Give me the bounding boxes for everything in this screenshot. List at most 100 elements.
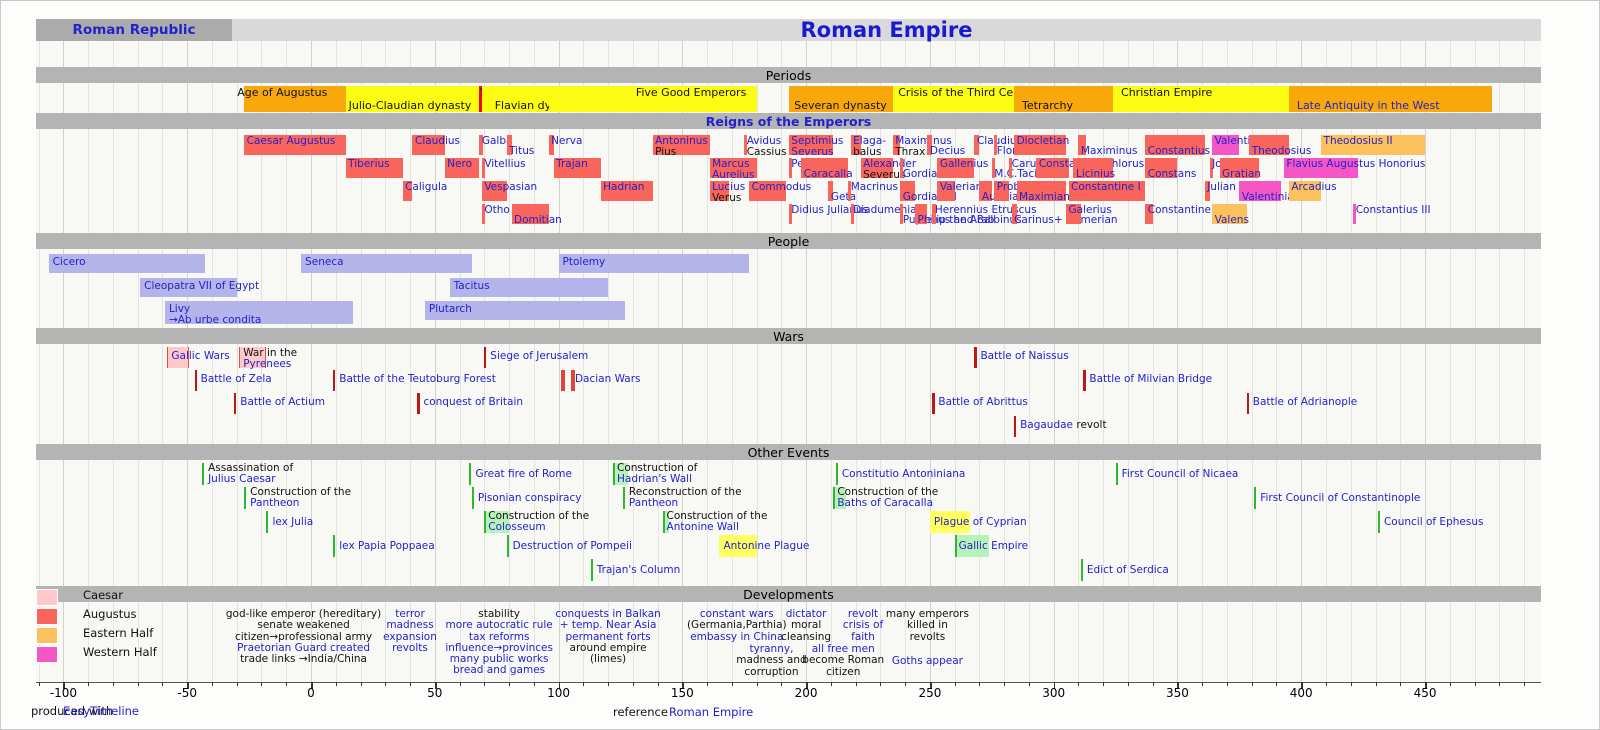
person-bar[interactable] bbox=[558, 254, 750, 273]
link-text[interactable]: Late Antiquity in the West bbox=[1296, 98, 1440, 112]
emperor-bar[interactable] bbox=[1014, 135, 1067, 155]
link-text[interactable]: Diadumenian bbox=[853, 203, 924, 216]
link-text[interactable]: dictator bbox=[785, 608, 827, 620]
link-text[interactable]: Seneca bbox=[305, 256, 344, 268]
emperor-bar[interactable] bbox=[1016, 181, 1067, 201]
link-text[interactable]: Plutarch bbox=[428, 303, 472, 315]
link-text[interactable]: expansion bbox=[383, 630, 437, 643]
link-text[interactable]: Valerian bbox=[939, 180, 983, 193]
period-bar[interactable] bbox=[1014, 86, 1114, 112]
link-text[interactable]: Constantine I bbox=[1071, 180, 1141, 193]
link-text[interactable]: →Ab urbe condita bbox=[168, 313, 262, 326]
link-text[interactable]: Livy bbox=[168, 303, 191, 315]
link-text[interactable]: Battle of the Teutoburg Forest bbox=[339, 373, 496, 385]
link-text[interactable]: Pyrenees bbox=[243, 358, 292, 371]
emperor-bar[interactable] bbox=[994, 181, 1010, 201]
link-text[interactable]: bread and games bbox=[453, 664, 546, 677]
link-text[interactable]: lex Papia Poppaea bbox=[339, 540, 435, 552]
link-text[interactable]: embassy in China bbox=[690, 630, 784, 643]
emperor-bar[interactable] bbox=[1145, 135, 1205, 155]
emperor-bar[interactable] bbox=[848, 181, 852, 201]
link-text[interactable]: Valentinian I bbox=[1214, 134, 1280, 147]
link-text[interactable]: Plague of Cyprian bbox=[933, 516, 1027, 528]
link-text[interactable]: Battle of Milvian Bridge bbox=[1089, 373, 1213, 385]
emperor-bar[interactable] bbox=[1066, 204, 1081, 224]
person-bar[interactable] bbox=[449, 278, 609, 297]
link-text[interactable]: revolt bbox=[847, 608, 879, 620]
link-text[interactable]: Goths appear bbox=[891, 655, 963, 667]
section-header-emperors[interactable]: Reigns of the Emperors bbox=[36, 113, 1541, 129]
emperor-bar[interactable] bbox=[1145, 204, 1153, 224]
emperor-bar[interactable] bbox=[1145, 158, 1178, 178]
link-text[interactable]: Trajan's Column bbox=[596, 564, 681, 576]
emperor-bar[interactable] bbox=[1353, 204, 1357, 224]
link-text[interactable]: Carus bbox=[1011, 157, 1042, 170]
link-text[interactable]: Gordian I+ II bbox=[902, 168, 969, 180]
link-text[interactable]: Tiberius bbox=[348, 157, 390, 170]
emperor-bar[interactable] bbox=[244, 135, 346, 155]
link-text[interactable]: Tacitus bbox=[453, 280, 490, 292]
emperor-bar[interactable] bbox=[860, 158, 893, 178]
link-text[interactable]: Colosseum bbox=[488, 521, 546, 534]
link-text[interactable]: Alexander bbox=[863, 157, 917, 170]
person-bar[interactable] bbox=[140, 278, 237, 297]
link-text[interactable]: + temp. Near Asia bbox=[559, 619, 657, 632]
link-text[interactable]: Philip the Arab bbox=[917, 214, 995, 226]
emperor-bar[interactable] bbox=[1036, 158, 1069, 178]
link-text[interactable]: Battle of Actium bbox=[240, 396, 325, 408]
link-text[interactable]: Maximian bbox=[1019, 191, 1070, 203]
link-text[interactable]: Arcadius bbox=[1291, 180, 1337, 193]
emperor-bar[interactable] bbox=[932, 204, 936, 224]
link-text[interactable]: Pantheon bbox=[628, 497, 679, 510]
link-text[interactable]: revolts bbox=[392, 641, 428, 654]
link-text[interactable]: Septimius bbox=[791, 134, 844, 147]
emperor-bar[interactable] bbox=[652, 135, 710, 155]
emperor-bar[interactable] bbox=[402, 181, 413, 201]
link-text[interactable]: Hadrian bbox=[603, 180, 645, 193]
emperor-bar[interactable] bbox=[801, 158, 849, 178]
link-text[interactable]: Edict of Serdica bbox=[1086, 564, 1169, 576]
link-text[interactable]: Caracalla bbox=[803, 168, 853, 180]
emperor-bar[interactable] bbox=[1009, 158, 1013, 178]
link-text[interactable]: Great fire of Rome bbox=[475, 468, 572, 480]
link-text[interactable]: Otho bbox=[484, 203, 510, 216]
emperor-bar[interactable] bbox=[937, 158, 975, 178]
link-text[interactable]: Constantine II bbox=[1147, 203, 1221, 216]
link-text[interactable]: Battle of Zela bbox=[200, 373, 272, 385]
link-text[interactable]: tyranny, bbox=[749, 643, 794, 655]
link-text[interactable]: Gratian bbox=[1222, 168, 1262, 180]
link-text[interactable]: Destruction of Pompeii bbox=[512, 540, 632, 552]
link-text[interactable]: Battle of Abrittus bbox=[938, 396, 1028, 408]
link-text[interactable]: Licinius bbox=[1075, 168, 1116, 180]
period-bar[interactable] bbox=[481, 86, 549, 112]
link-text[interactable]: Theodosius II bbox=[1323, 134, 1393, 147]
person-bar[interactable] bbox=[48, 254, 205, 273]
link-text[interactable]: Severus bbox=[791, 145, 834, 158]
emperor-bar[interactable] bbox=[927, 135, 933, 155]
link-text[interactable]: Vespasian bbox=[484, 180, 538, 193]
link-text[interactable]: Antonine Plague bbox=[723, 540, 810, 552]
period-bar[interactable] bbox=[548, 86, 757, 112]
link-text[interactable]: Didius Julianus bbox=[791, 203, 869, 216]
link-text[interactable]: Maximinus bbox=[1080, 145, 1138, 157]
link-text[interactable]: Pisonian conspiracy bbox=[477, 492, 582, 504]
link-text[interactable]: Theodosius bbox=[1251, 145, 1312, 157]
link-text[interactable]: Galerius bbox=[1068, 203, 1112, 216]
link-text[interactable]: Lucius bbox=[712, 180, 746, 193]
link-text[interactable]: many public works bbox=[449, 653, 549, 666]
emperor-bar[interactable] bbox=[1219, 158, 1260, 178]
link-text[interactable]: Julius Caesar bbox=[208, 473, 276, 486]
period-bar[interactable] bbox=[345, 86, 480, 112]
link-text[interactable]: Julian bbox=[1207, 180, 1236, 193]
link-text[interactable]: conquest of Britain bbox=[423, 396, 524, 408]
link-text[interactable]: more autocratic rule bbox=[445, 619, 553, 632]
link-text[interactable]: Ptolemy bbox=[562, 256, 606, 268]
link-text[interactable]: Siege of Jerusalem bbox=[490, 350, 589, 362]
link-text[interactable]: constant wars bbox=[699, 608, 774, 620]
emperor-bar[interactable] bbox=[915, 204, 928, 224]
emperor-bar[interactable] bbox=[1321, 135, 1425, 155]
emperor-bar[interactable] bbox=[900, 204, 904, 224]
link-text[interactable]: Antonine Wall bbox=[666, 521, 739, 534]
link-text[interactable]: Valens bbox=[1214, 214, 1249, 226]
link-text[interactable]: Gordian III bbox=[902, 191, 957, 203]
